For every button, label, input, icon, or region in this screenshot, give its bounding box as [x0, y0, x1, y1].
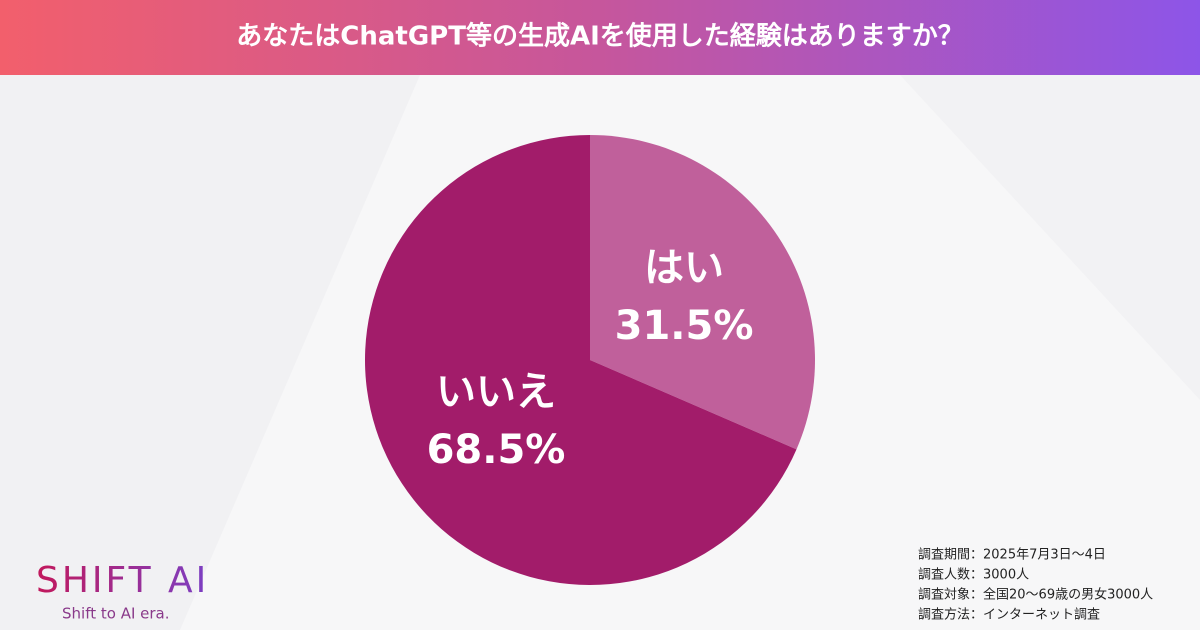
- pie: はい 31.5% いいえ 68.5%: [365, 135, 816, 585]
- notes: 調査期間：2025年7月3日〜4日調査人数：3000人調査対象：全国20〜69歳…: [918, 548, 1153, 623]
- bg-shape: [0, 75, 420, 630]
- chart-title: あなたはChatGPT等の生成AIを使用した経験はありますか？: [236, 21, 964, 52]
- note-line: 調査対象：全国20〜69歳の男女3000人: [918, 587, 1153, 603]
- slice-label: はい: [644, 245, 724, 291]
- logo-tagline: Shift to AI era.: [62, 605, 170, 623]
- slice-label: いいえ: [436, 369, 556, 415]
- note-line: 調査人数：3000人: [918, 568, 1029, 583]
- logo-name: SHIFT AI: [36, 560, 209, 601]
- pie-slice: [590, 135, 816, 450]
- note-line: 調査期間：2025年7月3日〜4日: [918, 548, 1106, 563]
- bg-shape: [900, 75, 1200, 400]
- pie-slice: [365, 135, 797, 585]
- value-label: 68.5%: [427, 427, 566, 473]
- note-line: 調査方法：インターネット調査: [918, 607, 1100, 623]
- header-bar: [0, 0, 1200, 75]
- value-label: 31.5%: [615, 303, 754, 349]
